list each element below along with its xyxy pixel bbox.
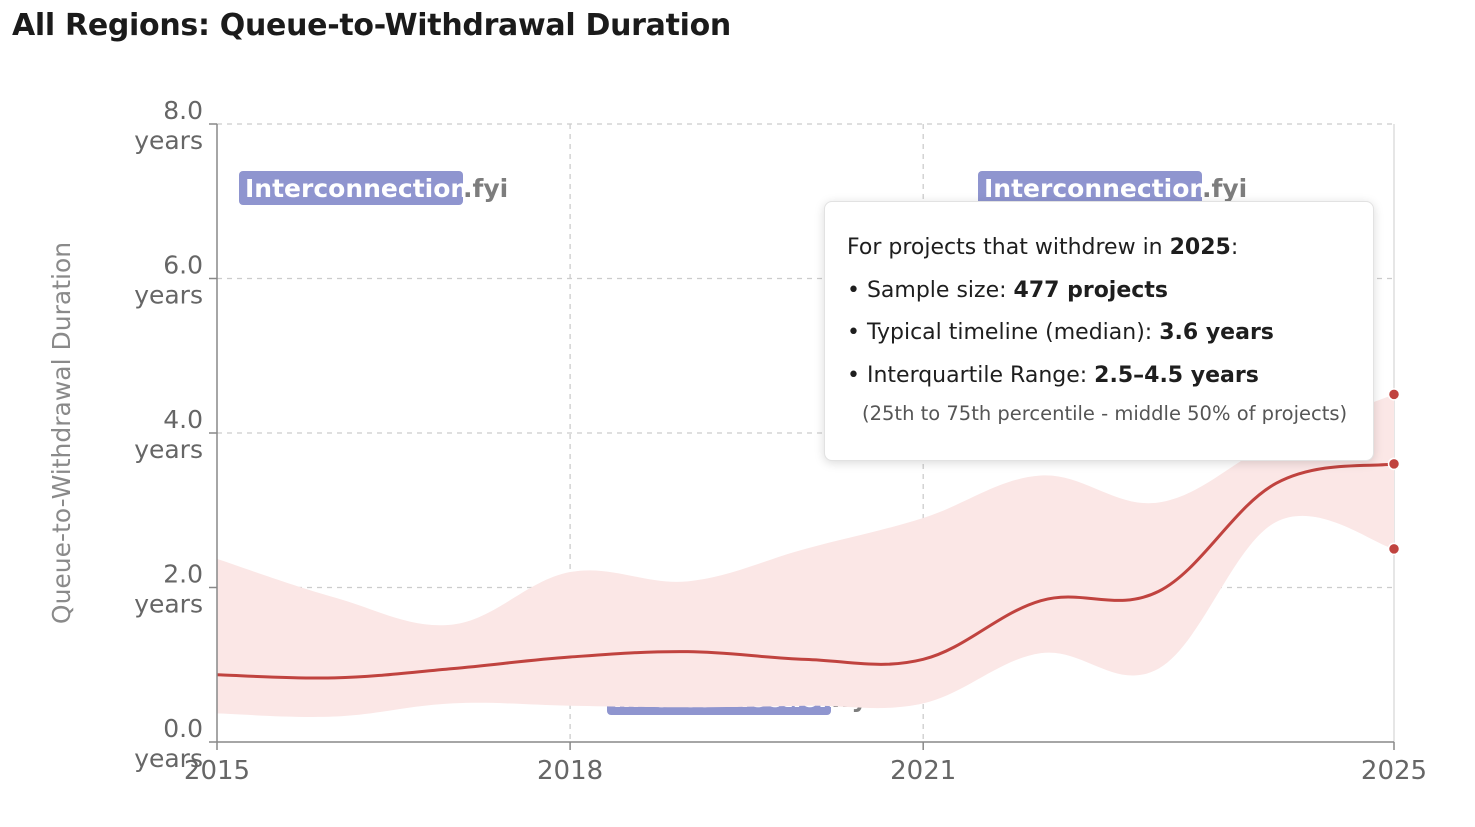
tooltip-sample-size: • Sample size: 477 projects (847, 277, 1168, 303)
watermark-text: Interconnection (984, 174, 1207, 203)
tooltip-note: (25th to 75th percentile - middle 50% of… (862, 402, 1348, 425)
y-tick-label: 6.0 (163, 251, 203, 280)
x-tick-label: 2015 (184, 756, 250, 786)
y-tick-unit: years (134, 744, 203, 773)
watermark-suffix: .fyi (463, 174, 508, 203)
watermark: Interconnection.fyi (978, 171, 1247, 205)
hover-marker (1387, 457, 1401, 471)
tooltip: For projects that withdrew in 2025: • Sa… (824, 201, 1374, 461)
y-tick-label: 2.0 (163, 560, 203, 589)
x-tick-label: 2021 (890, 756, 956, 786)
marker-layer (1387, 388, 1401, 556)
y-tick-unit: years (134, 281, 203, 310)
tooltip-median: • Typical timeline (median): 3.6 years (847, 320, 1274, 345)
watermark-badge (239, 171, 463, 205)
watermark-badge (978, 171, 1202, 205)
chart-title: All Regions: Queue-to-Withdrawal Duratio… (12, 8, 731, 43)
watermark-suffix: .fyi (1202, 174, 1247, 203)
hover-marker (1387, 542, 1401, 556)
y-tick-label: 8.0 (163, 96, 203, 125)
y-tick-label: 0.0 (163, 714, 203, 743)
axis-layer: 0.0years2.0years4.0years6.0years8.0years… (134, 96, 1427, 786)
hover-marker (1387, 388, 1401, 401)
y-tick-label: 4.0 (163, 405, 203, 434)
watermark: Interconnection.fyi (239, 171, 508, 205)
y-axis-label: Queue-to-Withdrawal Duration (47, 242, 76, 624)
median-line (216, 462, 1395, 680)
x-tick-label: 2018 (537, 756, 603, 786)
tooltip-header: For projects that withdrew in 2025: (847, 235, 1239, 260)
y-tick-unit: years (134, 126, 203, 155)
y-tick-unit: years (134, 435, 203, 464)
y-tick-unit: years (134, 590, 203, 619)
tooltip-iqr: • Interquartile Range: 2.5–4.5 years (847, 362, 1259, 388)
interquartile-band (217, 394, 1394, 717)
watermark-text: Interconnection (245, 174, 468, 203)
x-tick-label: 2025 (1361, 756, 1427, 786)
